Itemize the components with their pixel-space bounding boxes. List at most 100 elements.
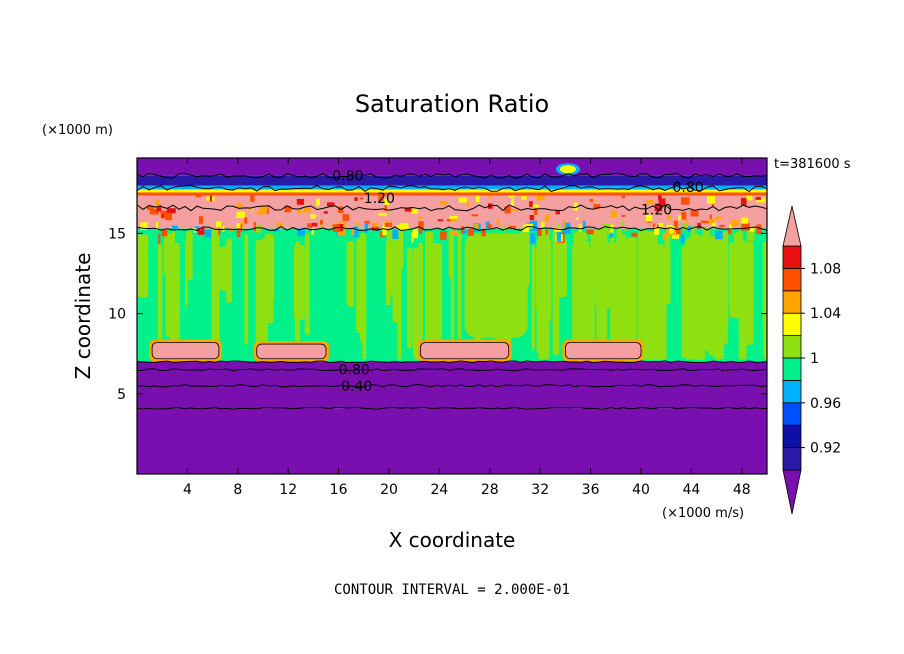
turbulence-cell: [310, 214, 316, 219]
y-unit-label: (×1000 m): [42, 123, 113, 138]
turbulence-cell: [236, 230, 241, 237]
turbulence-cell: [284, 205, 292, 213]
colorbar: 0.92 0.96 1 1.04 1.08: [782, 205, 841, 515]
turbulence-cell: [307, 223, 313, 228]
turbulence-cell: [404, 208, 412, 212]
turbulence-cell: [746, 232, 755, 241]
column-cell: [171, 230, 176, 340]
turbulence-cell: [524, 223, 534, 229]
turbulence-cell: [511, 198, 514, 207]
column-cell: [431, 243, 443, 340]
transition-red: [137, 192, 767, 196]
turbulence-cell: [557, 223, 560, 229]
turbulence-cell: [297, 228, 306, 236]
contour-label-0: 0.80: [332, 169, 363, 185]
turbulence-cell: [354, 222, 360, 225]
turbulence-cell: [621, 194, 625, 199]
band-1: [137, 361, 767, 409]
turbulence-cell: [555, 210, 561, 215]
column-cell: [346, 240, 355, 307]
turbulence-cell: [165, 213, 173, 221]
x-tick-label-28: 28: [481, 482, 499, 498]
turbulence-cell: [216, 221, 221, 228]
turbulence-cell: [563, 220, 566, 230]
column-cell: [293, 244, 305, 320]
turbulence-cell: [746, 194, 753, 201]
x-unit-label: (×1000 m/s): [662, 506, 744, 521]
column-cell: [187, 230, 192, 272]
turbulence-cell: [582, 220, 586, 229]
contour-label-2: 0.80: [673, 180, 704, 196]
column-cell: [184, 240, 188, 307]
column-cell: [651, 244, 659, 360]
colorbar-level-2: [782, 424, 802, 449]
column-cell: [226, 238, 233, 304]
turbulence-cell: [197, 227, 205, 235]
turbulence-cell: [276, 222, 284, 229]
plot-frame: [136, 157, 768, 475]
turbulence-cell: [259, 205, 268, 212]
turbulence-cell: [399, 223, 409, 231]
turbulence-cell: [756, 224, 762, 235]
cloud-patch-2: [420, 342, 510, 360]
turbulence-cell: [685, 220, 689, 227]
turbulence-cell: [236, 203, 243, 208]
turbulence-cell: [680, 234, 685, 244]
turbulence-cell: [700, 220, 709, 224]
turbulence-cell: [419, 229, 422, 235]
column-cell: [590, 231, 595, 360]
turbulence-cell: [372, 227, 380, 231]
turbulence-cell: [198, 216, 203, 224]
turbulence-cell: [646, 199, 654, 205]
turbulence-cell: [303, 207, 311, 213]
turbulence-cell: [673, 220, 678, 232]
colorbar-tick-label-4: 1.08: [810, 261, 841, 277]
turbulence-cell: [609, 224, 614, 234]
turbulence-cell: [508, 225, 516, 230]
turbulence-cell: [396, 224, 401, 231]
turbulence-cell: [274, 228, 280, 232]
turbulence-cell: [697, 222, 702, 229]
turbulence-cell: [669, 227, 674, 234]
contour-line-cloud-base: [137, 360, 767, 364]
turbulence-cell: [337, 229, 346, 236]
turbulence-cell: [653, 226, 660, 235]
turbulence-cell: [354, 197, 358, 201]
turbulence-cell: [156, 204, 162, 212]
turbulence-cell: [236, 223, 241, 230]
turbulence-cell: [359, 197, 364, 200]
turbulence-cell: [741, 223, 750, 231]
turbulence-cell: [621, 221, 625, 225]
turbulence-cell: [690, 210, 699, 217]
lime-region: [464, 233, 528, 338]
band-4: [137, 175, 767, 189]
column-cell: [622, 242, 635, 350]
turbulence-cell: [451, 230, 459, 236]
turbulence-cell: [297, 210, 302, 214]
column-cell: [157, 243, 163, 360]
turbulence-cell: [481, 228, 486, 237]
turbulence-cell: [714, 216, 723, 220]
turbulence-cell: [748, 227, 755, 232]
column-cell: [642, 229, 648, 350]
turbulence-cell: [487, 224, 492, 228]
contour-line-pink-base: [137, 226, 767, 232]
turbulence-cell: [205, 230, 212, 238]
colorbar-level-4: [782, 379, 802, 404]
turbulence-cell: [296, 198, 305, 205]
chart-title: Saturation Ratio: [355, 90, 549, 118]
field-texture: [137, 163, 767, 360]
turbulence-cell: [589, 198, 594, 203]
turbulence-cell: [372, 222, 379, 231]
column-cell: [304, 232, 310, 335]
column-cell: [610, 235, 615, 354]
transition-cyan: [137, 185, 767, 190]
column-cell: [448, 229, 453, 279]
x-tick-label-36: 36: [582, 482, 600, 498]
colorbar-level-1: [782, 447, 802, 471]
x-tick-label-24: 24: [430, 482, 448, 498]
turbulence-cell: [250, 195, 255, 202]
turbulence-cell: [384, 204, 387, 212]
turbulence-cell: [248, 207, 252, 211]
turbulence-cell: [218, 227, 221, 236]
